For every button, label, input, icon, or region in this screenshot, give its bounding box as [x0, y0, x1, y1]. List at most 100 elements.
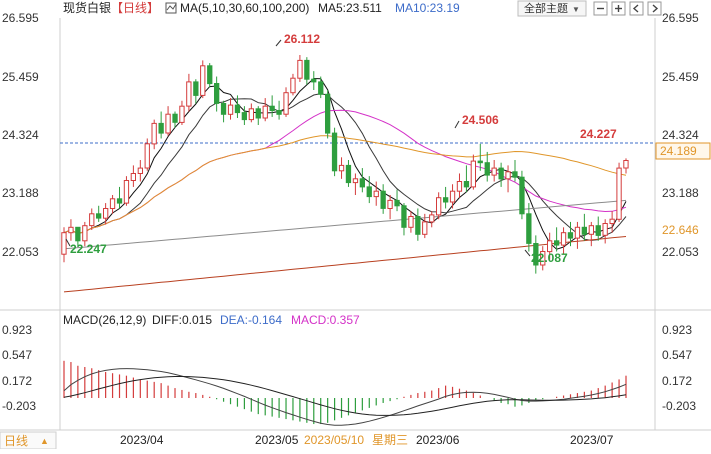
- candle-body: [96, 213, 102, 219]
- candle-body: [241, 112, 247, 121]
- current-price-value: 24.189: [660, 144, 697, 158]
- candle-body: [595, 225, 601, 236]
- candle-body: [415, 216, 421, 235]
- candle-body: [262, 105, 268, 119]
- macd-tick-right: 0.547: [662, 348, 692, 362]
- chevron-down-icon: ▼: [572, 5, 580, 14]
- price-tick-right: 23.188: [662, 186, 699, 200]
- candle-body: [89, 213, 95, 227]
- macd-diff-line: [63, 368, 627, 426]
- candle-body: [158, 122, 164, 134]
- candle-body: [61, 232, 67, 255]
- candle-body: [227, 104, 234, 115]
- price-tick-left: 24.324: [2, 128, 39, 142]
- period-tag: 【日线】: [111, 1, 159, 15]
- scroll-right-button[interactable]: [647, 1, 662, 16]
- theme-dropdown[interactable]: 全部主题 ▼: [517, 0, 587, 17]
- date-label: 2023/07: [570, 433, 614, 447]
- candle-body: [311, 78, 317, 83]
- candle-body: [484, 162, 490, 176]
- candle-body: [352, 178, 359, 184]
- candle-body: [325, 93, 331, 134]
- candle-body: [456, 181, 463, 192]
- annotation-high-jul: 24.227: [580, 127, 617, 141]
- price-tick-left: 22.053: [2, 245, 39, 259]
- candle-body: [130, 173, 136, 181]
- ma5-line: [63, 77, 627, 250]
- scroll-left-button[interactable]: [629, 1, 644, 16]
- macd-value: MACD:0.357: [291, 313, 360, 327]
- candle-body: [75, 226, 81, 242]
- candle-body: [109, 198, 116, 210]
- candle-body: [318, 81, 324, 95]
- zoom-out-button[interactable]: [593, 1, 608, 16]
- candle-body: [387, 199, 393, 209]
- zoom-in-button[interactable]: [611, 1, 626, 16]
- annotation-high-apr: 26.112: [284, 32, 320, 46]
- candle-body: [463, 181, 470, 188]
- ma200-line: [63, 236, 627, 293]
- candle-body: [269, 105, 275, 111]
- macd-dea-line: [63, 376, 627, 416]
- price-tick-right: 22.053: [662, 245, 699, 259]
- candle-body: [116, 198, 123, 204]
- candle-body: [554, 240, 560, 246]
- date-label: 2023/04: [120, 433, 164, 447]
- candle-body: [512, 171, 518, 178]
- candle-body: [602, 223, 608, 236]
- ma5-value: MA5:23.511: [318, 1, 382, 15]
- candle-body: [449, 190, 456, 203]
- macd-tick-right: 0.923: [662, 323, 692, 337]
- annotation-high-jun: 24.506: [462, 113, 499, 127]
- candle-body: [394, 199, 400, 207]
- candle-body: [567, 232, 574, 239]
- candle-body: [540, 251, 546, 266]
- candle-body: [338, 164, 345, 172]
- candle-body: [380, 190, 386, 209]
- annotation-pointer: [524, 249, 531, 257]
- annotation-low-jun: 22.087: [531, 251, 568, 265]
- candle-body: [408, 216, 414, 228]
- period-selector-label: 日线: [4, 434, 28, 448]
- ma-toggle-icon[interactable]: [165, 2, 177, 14]
- candle-body: [234, 104, 241, 114]
- macd-tick-right: 0.172: [662, 374, 692, 388]
- candle-body: [526, 213, 532, 244]
- date-label: 2023/05: [255, 433, 299, 447]
- candle-body: [547, 240, 553, 253]
- candle-body: [505, 171, 511, 180]
- candle-body: [366, 186, 372, 198]
- annotation-pointer: [275, 39, 282, 47]
- period-selector[interactable]: 日线 ▲: [0, 431, 57, 450]
- candle-body: [290, 77, 296, 94]
- candle-body: [186, 81, 192, 107]
- candle-body: [220, 103, 227, 115]
- candle-body: [283, 92, 289, 115]
- candle-body: [588, 225, 595, 235]
- ma100-line: [63, 199, 627, 250]
- candle-body: [193, 81, 199, 96]
- cursor-date: 2023/05/10: [304, 433, 364, 447]
- candle-body: [214, 83, 220, 104]
- candle-body: [207, 65, 213, 85]
- candle-body: [581, 226, 588, 235]
- cursor-weekday: 星期三: [372, 433, 408, 447]
- macd-params: MACD(26,12,9): [63, 313, 146, 327]
- candle-body: [491, 167, 497, 176]
- theme-label: 全部主题: [524, 1, 568, 15]
- moving-average-lines: [63, 77, 627, 293]
- macd-dea: DEA:-0.164: [220, 313, 282, 327]
- price-tick-right: 24.324: [662, 128, 699, 142]
- candle-body: [422, 221, 428, 235]
- candle-body: [137, 167, 143, 175]
- annotation-pointer: [65, 238, 71, 247]
- candle-body: [172, 113, 178, 123]
- candle-body: [144, 143, 150, 169]
- candle-body: [331, 132, 338, 172]
- macd-tick-left: 0.547: [2, 348, 32, 362]
- ma-params: MA(5,10,30,60,100,200): [180, 1, 309, 15]
- candle-body: [616, 167, 622, 220]
- candle-body: [123, 180, 130, 204]
- candle-body: [477, 160, 483, 164]
